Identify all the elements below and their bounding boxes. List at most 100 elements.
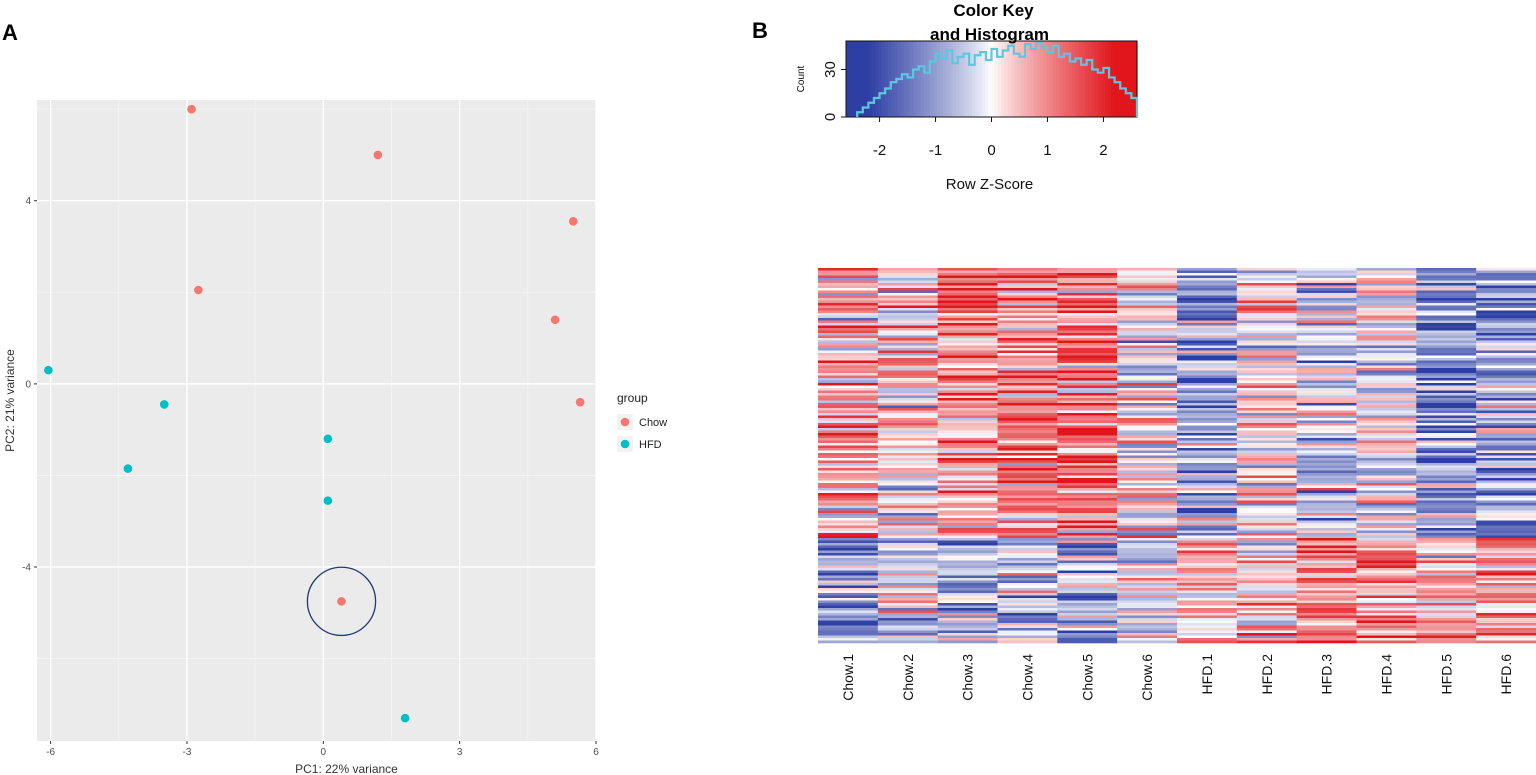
- heatmap-cell: [1416, 380, 1477, 384]
- heatmap-cell: [937, 445, 998, 449]
- heatmap-cell: [1177, 580, 1238, 584]
- heatmap-cell: [937, 275, 998, 279]
- heatmap-cell: [1117, 335, 1178, 339]
- heatmap-cell: [1476, 413, 1536, 416]
- heatmap-cell: [937, 300, 998, 304]
- heatmap-cell: [1236, 593, 1297, 596]
- color-key-strip: [926, 41, 931, 117]
- heatmap-cell: [1476, 608, 1536, 611]
- heatmap-cell: [1416, 575, 1477, 579]
- heatmap-cell: [997, 483, 1058, 486]
- heatmap-cell: [1057, 635, 1118, 639]
- heatmap-cell: [1057, 430, 1118, 434]
- heatmap-cell: [1236, 283, 1297, 286]
- heatmap-cell: [1236, 540, 1297, 544]
- heatmap-cell: [1117, 535, 1178, 539]
- heatmap-cell: [937, 638, 998, 641]
- color-key-strip: [865, 41, 870, 117]
- color-key-strip: [1023, 41, 1028, 117]
- heatmap-cell: [1356, 430, 1417, 434]
- heatmap-cell: [1356, 425, 1417, 429]
- heatmap-cell: [937, 568, 998, 571]
- heatmap-cell: [877, 453, 938, 456]
- heatmap-cell: [1177, 298, 1238, 301]
- heatmap-cell: [877, 523, 938, 526]
- heatmap-cell: [1117, 298, 1178, 301]
- heatmap-cell: [1057, 353, 1118, 356]
- heatmap-cell: [1476, 315, 1536, 319]
- heatmap-cell: [1356, 428, 1417, 431]
- heatmap-cell: [997, 605, 1058, 609]
- heatmap-cell: [1296, 408, 1357, 411]
- heatmap-cell: [1476, 545, 1536, 549]
- heatmap-cell: [937, 293, 998, 296]
- heatmap-cell: [997, 620, 1058, 624]
- heatmap-cell: [1177, 613, 1238, 616]
- heatmap-cell: [877, 630, 938, 634]
- heatmap-cell: [1117, 340, 1178, 344]
- heatmap-cell: [937, 598, 998, 601]
- heatmap-column-label: HFD.1: [1199, 654, 1215, 695]
- heatmap-cell: [877, 560, 938, 564]
- heatmap-cell: [1177, 440, 1238, 444]
- heatmap-cell: [818, 623, 879, 626]
- heatmap-cell: [1057, 493, 1118, 496]
- heatmap-cell: [1356, 560, 1417, 564]
- heatmap-cell: [1416, 640, 1477, 644]
- heatmap-cell: [1296, 458, 1357, 461]
- heatmap-cell: [1057, 620, 1118, 624]
- heatmap-cell: [937, 335, 998, 339]
- heatmap-cell: [1117, 438, 1178, 441]
- plot-background: [37, 100, 596, 741]
- color-key-strip: [1111, 41, 1115, 117]
- heatmap-cell: [818, 295, 879, 299]
- heatmap-cell: [1117, 630, 1178, 634]
- heatmap-cell: [818, 355, 879, 359]
- heatmap-cell: [1296, 345, 1357, 349]
- heatmap-cell: [818, 475, 879, 479]
- heatmap-cell: [1476, 455, 1536, 459]
- heatmap-cell: [1177, 528, 1238, 531]
- heatmap-cell: [818, 538, 879, 541]
- heatmap-cell: [1057, 633, 1118, 636]
- heatmap-cell: [1057, 463, 1118, 466]
- heatmap-cell: [1356, 443, 1417, 446]
- heatmap-cell: [1476, 585, 1536, 589]
- heatmap-cell: [1476, 598, 1536, 601]
- heatmap-cell: [877, 593, 938, 596]
- heatmap-cell: [1416, 365, 1477, 369]
- heatmap-cell: [1296, 295, 1357, 299]
- heatmap-cell: [1476, 473, 1536, 476]
- heatmap-cell: [1476, 295, 1536, 299]
- heatmap-cell: [1476, 515, 1536, 519]
- heatmap-cell: [937, 340, 998, 344]
- heatmap-cell: [818, 390, 879, 394]
- heatmap-cell: [1117, 308, 1178, 311]
- heatmap-cell: [1476, 528, 1536, 531]
- heatmap-cell: [937, 330, 998, 334]
- heatmap-cell: [1057, 638, 1118, 641]
- heatmap-cell: [1177, 360, 1238, 364]
- heatmap-cell: [997, 600, 1058, 604]
- heatmap-cell: [1476, 595, 1536, 599]
- heatmap-cell: [1356, 358, 1417, 361]
- heatmap-cell: [1416, 630, 1477, 634]
- heatmap-cell: [877, 570, 938, 574]
- heatmap-cell: [1356, 610, 1417, 614]
- heatmap-cell: [1236, 268, 1297, 271]
- heatmap-cell: [1057, 395, 1118, 399]
- heatmap-cell: [1117, 533, 1178, 536]
- heatmap-cell: [997, 370, 1058, 374]
- heatmap-cell: [1117, 365, 1178, 369]
- heatmap-cell: [818, 478, 879, 481]
- heatmap-cell: [997, 535, 1058, 539]
- heatmap-cell: [1177, 380, 1238, 384]
- heatmap-cell: [1416, 603, 1477, 606]
- heatmap-cell: [877, 470, 938, 474]
- heatmap-cell: [1356, 325, 1417, 329]
- heatmap-cell: [877, 473, 938, 476]
- heatmap-cell: [1057, 335, 1118, 339]
- heatmap-cell: [997, 568, 1058, 571]
- heatmap-cell: [1296, 608, 1357, 611]
- heatmap-cell: [1416, 465, 1477, 469]
